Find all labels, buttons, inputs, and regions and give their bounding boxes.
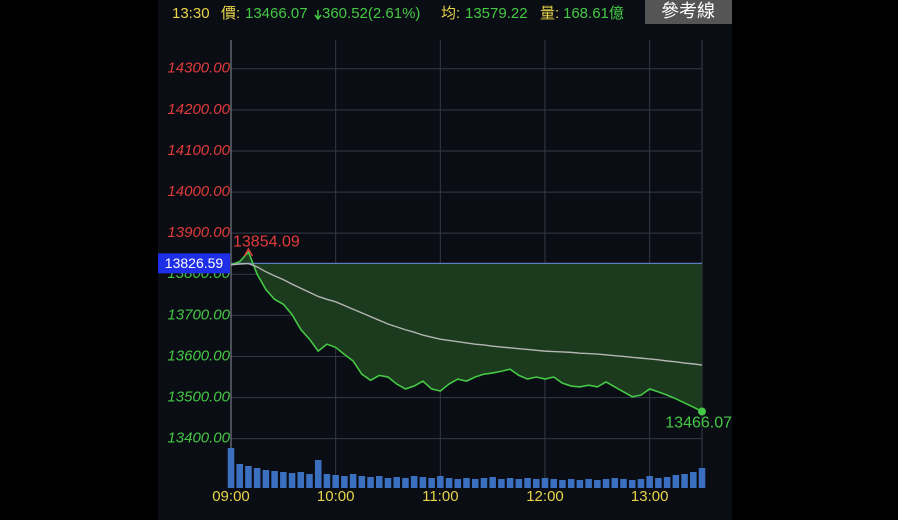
volume-bar <box>245 466 252 488</box>
button-label[interactable]: 參考線 <box>661 1 715 21</box>
volume-bar <box>681 474 688 488</box>
volume-bar <box>550 479 557 488</box>
volume-bar <box>628 480 636 488</box>
volume-bar <box>288 473 296 488</box>
price: 13466.07 <box>245 5 308 22</box>
series-line <box>230 262 703 366</box>
price-label: 價: <box>221 5 240 22</box>
volume-bar <box>253 468 261 488</box>
volume-bar <box>480 478 488 488</box>
volume-bar <box>314 460 322 488</box>
volume-bar <box>533 479 540 488</box>
x-tick-label: 09:00 <box>212 488 250 505</box>
volume-bar <box>236 464 243 488</box>
volume-bar <box>349 474 357 488</box>
x-tick-label: 12:00 <box>526 488 564 505</box>
volume-bar <box>341 476 348 488</box>
panel <box>158 0 732 520</box>
y-tick-label: 13500.00 <box>167 389 230 406</box>
last-label: 13466.07 <box>665 415 732 432</box>
volume-bar <box>393 477 400 488</box>
volume-bar <box>690 472 697 488</box>
volume-bar <box>437 476 444 488</box>
volume-bar <box>445 478 453 488</box>
series-line <box>230 250 703 413</box>
volume-bar <box>663 477 671 488</box>
volume-bar <box>698 468 706 488</box>
last-point <box>698 407 706 416</box>
volume-bar <box>524 478 531 488</box>
area <box>231 252 702 412</box>
volume-bar <box>541 478 549 488</box>
y-tick-label: 14300.00 <box>167 60 230 77</box>
y-tick-label: 13400.00 <box>167 430 230 447</box>
volume: 168.61億 <box>563 5 624 22</box>
volume-bar <box>306 474 313 488</box>
volume-bar <box>297 472 305 488</box>
volume-bar <box>376 476 383 488</box>
avg-label: 均: <box>441 5 460 22</box>
y-tick-label: 14200.00 <box>167 101 230 118</box>
volume-bar <box>489 477 496 488</box>
volume-label: 量: <box>540 5 559 22</box>
header: 13:30 價: 13466.07 360.52(2.61%) 均: 13579… <box>172 5 624 22</box>
volume-bar <box>611 478 619 488</box>
volume-bar <box>262 470 270 488</box>
x-tick-label: 11:00 <box>422 488 458 505</box>
volume-bar <box>463 478 470 488</box>
volume-bar <box>280 472 287 488</box>
volume-bar <box>227 448 235 488</box>
x-tick-label: 13:00 <box>631 488 669 505</box>
volume-bar <box>323 474 331 488</box>
volume-bar <box>594 480 601 488</box>
volume-bar <box>559 480 566 488</box>
volume-bar <box>655 478 662 488</box>
y-tick-label: 14100.00 <box>167 142 230 159</box>
volume-bar <box>271 471 278 488</box>
volume-bar <box>672 475 680 488</box>
volume-bar <box>419 477 427 488</box>
volume-bar <box>402 478 409 488</box>
volume-bar <box>384 478 392 488</box>
volume-bar <box>585 479 592 488</box>
y-tick-label: 13600.00 <box>167 347 230 364</box>
high-label: 13854.09 <box>233 233 300 250</box>
volume-bar <box>471 479 479 488</box>
volume-bar <box>506 478 514 488</box>
time: 13:30 <box>172 5 210 22</box>
volume-bar <box>602 479 610 488</box>
reference-box <box>158 253 230 274</box>
volume-bar <box>358 476 366 488</box>
volume-bar <box>576 480 584 488</box>
reference-label: 13826.59 <box>165 255 224 271</box>
down-arrow <box>314 10 322 21</box>
volume-bar <box>367 477 374 488</box>
y-tick-label: 14000.00 <box>167 183 230 200</box>
volume-bar <box>454 479 462 488</box>
volume-bar <box>332 475 339 488</box>
button-bg[interactable] <box>645 0 732 24</box>
volume-bar <box>428 478 435 488</box>
ref-button[interactable]: 參考線 <box>645 0 732 24</box>
y-tick-label: 13700.00 <box>167 306 230 323</box>
x-tick-label: 10:00 <box>317 488 355 505</box>
volume-bar <box>620 479 627 488</box>
volume-bar <box>567 479 575 488</box>
volume-bar <box>646 476 653 488</box>
volume-bar <box>515 479 523 488</box>
avg: 13579.22 <box>465 5 528 22</box>
y-tick-label: 13900.00 <box>167 224 230 241</box>
volume-bar <box>498 479 505 488</box>
change: 360.52(2.61%) <box>322 5 420 22</box>
volume-bar <box>410 476 418 488</box>
high-marker <box>243 247 254 257</box>
volume-bar <box>637 479 645 488</box>
